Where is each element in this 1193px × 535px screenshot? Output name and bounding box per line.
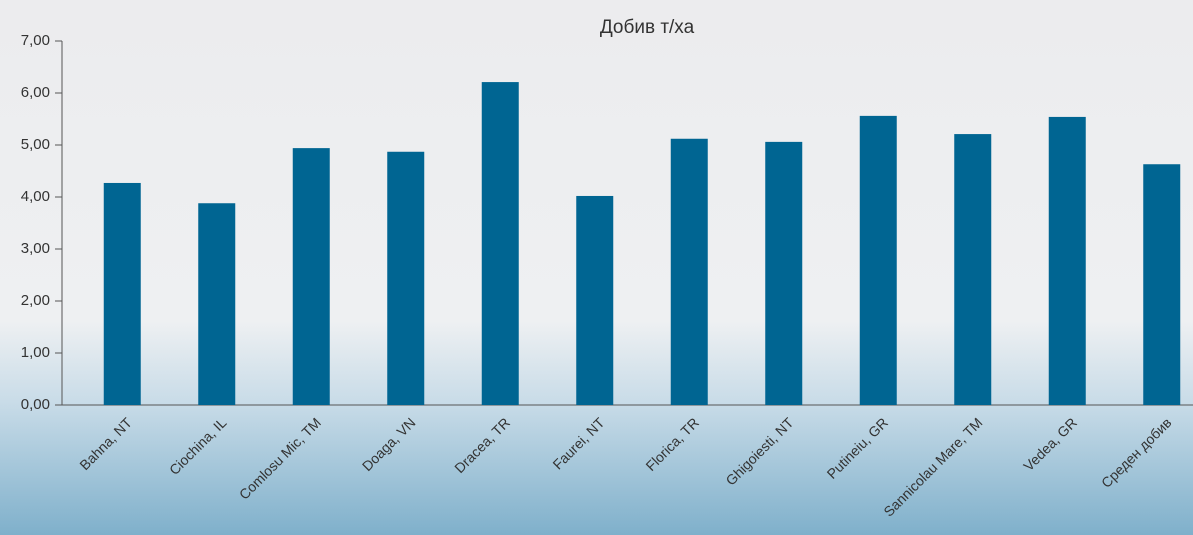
bar [1049, 117, 1086, 405]
bar [954, 134, 991, 405]
page: Добив т/ха 0,00 1,00 2,00 3,00 4,00 5,00 6,00 7… [0, 0, 1193, 535]
bar [198, 203, 235, 405]
bar [104, 183, 141, 405]
y-tick-label: 2,00 [21, 292, 50, 309]
y-tick-label: 6,00 [21, 84, 50, 101]
bar [576, 196, 613, 405]
bar [387, 152, 424, 405]
chart: Добив т/ха 0,00 1,00 2,00 3,00 4,00 5,00 6,00 7… [0, 0, 1193, 535]
y-tick-label: 5,00 [21, 136, 50, 153]
y-tick-label: 7,00 [21, 32, 50, 49]
y-tick-label: 3,00 [21, 240, 50, 257]
bar [671, 139, 708, 405]
y-tick-label: 1,00 [21, 344, 50, 361]
bar [765, 142, 802, 405]
bar [860, 116, 897, 405]
bar [1143, 164, 1180, 405]
y-tick-label: 0,00 [21, 396, 50, 413]
bar [482, 82, 519, 405]
y-tick-label: 4,00 [21, 188, 50, 205]
chart-title: Добив т/ха [600, 17, 695, 38]
bar [293, 148, 330, 405]
